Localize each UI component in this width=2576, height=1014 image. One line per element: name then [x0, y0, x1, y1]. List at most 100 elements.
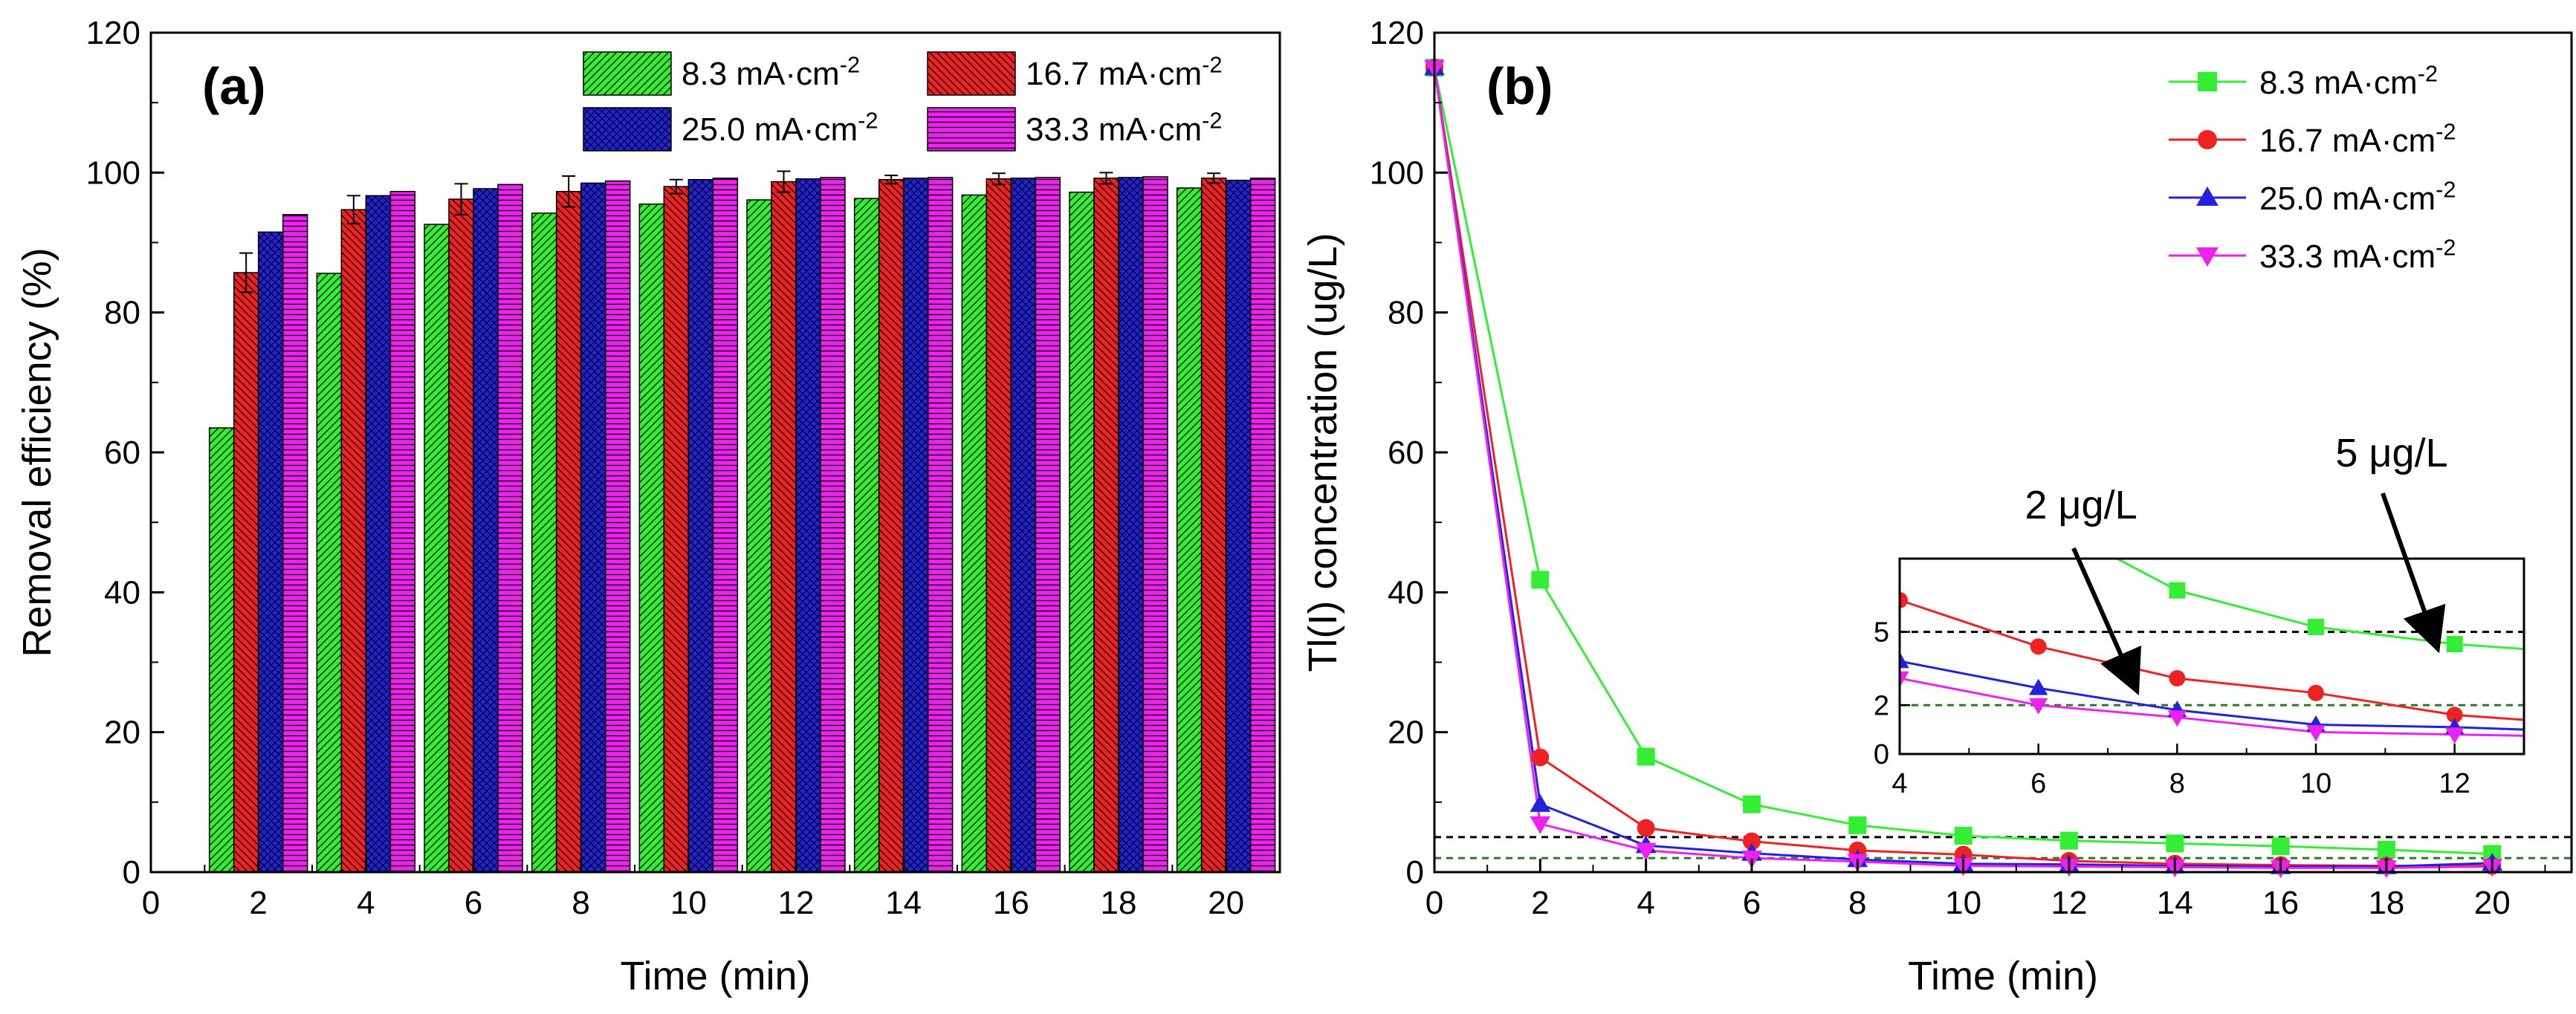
circle-marker: [2030, 638, 2047, 655]
triangle-down-marker: [2196, 247, 2219, 267]
x-axis-ticks: 0 2 4 6 8 10 12 14 16 18 20: [1425, 859, 2546, 921]
triangle-up-marker: [1900, 651, 1909, 669]
y-axis-label: Tl(I) concentration (ug/L): [1301, 233, 1345, 672]
square-marker: [1637, 747, 1655, 766]
bar-hatch: [878, 179, 904, 873]
legend-text: 33.3 mA·cm: [1026, 111, 1202, 148]
y-tick-label: 20: [1388, 715, 1424, 751]
x-axis-ticks: 0 2 4 6 8 10 12 14 16 18 20: [142, 859, 1244, 921]
bar-hatch: [389, 191, 416, 873]
x-tick-label: 20: [1208, 885, 1244, 921]
annotation-5ugL: 5 μg/L: [2335, 431, 2447, 475]
x-tick-label: 20: [2474, 885, 2511, 921]
triangle-up-marker: [2029, 678, 2048, 695]
bar-hatch: [986, 178, 1012, 873]
bar-hatch: [497, 183, 523, 873]
square-marker: [1848, 816, 1867, 834]
x-tick-label: 16: [993, 885, 1029, 921]
legend-superscript: -2: [2436, 118, 2456, 144]
x-tick-label: 18: [2368, 885, 2404, 921]
annotation-arrow: [2071, 547, 2141, 695]
triangle-down-marker: [2445, 727, 2465, 744]
circle-marker: [1742, 832, 1761, 851]
bar-hatch: [1225, 179, 1252, 873]
panel-a: 0 2 4 6 8 10 12 14 16 18 20 0 20 40 60 80 100 120 Time (…: [15, 15, 1281, 998]
legend-label: 25.0 mA·cm-2: [682, 107, 878, 148]
square-marker: [2059, 831, 2078, 850]
y-axis-label: Removal efficiency (%): [15, 247, 59, 657]
legend-text: 8.3 mA·cm: [2259, 65, 2418, 101]
legend-superscript: -2: [2436, 234, 2456, 260]
x-tick-label: 0: [142, 885, 160, 921]
circle-marker: [2308, 684, 2324, 701]
annotation-arrow: [2381, 493, 2446, 654]
bar-hatch: [282, 214, 308, 873]
bar-hatch: [365, 195, 392, 873]
x-tick-label: 16: [2262, 885, 2299, 921]
square-marker: [2198, 72, 2217, 91]
error-bars: [239, 170, 1221, 293]
y-tick-label: 60: [1388, 435, 1424, 471]
bar-hatch: [1200, 178, 1227, 873]
legend-text: 25.0 mA·cm: [2259, 181, 2436, 217]
bar-hatch: [473, 188, 499, 873]
x-tick-label: 6: [465, 885, 482, 921]
x-tick-label: 14: [2157, 885, 2193, 921]
bar-hatch: [1093, 178, 1119, 873]
inset-plot: 4 6 8 10 12 0 2 5: [1874, 557, 2525, 799]
circle-marker: [1637, 819, 1655, 837]
legend-superscript: -2: [858, 107, 878, 133]
legend-text: 33.3 mA·cm: [2259, 238, 2436, 275]
bar-hatch: [853, 198, 880, 873]
bar-hatch: [927, 177, 954, 873]
y-tick-label: 20: [104, 715, 140, 751]
square-marker: [2271, 837, 2290, 856]
inset-data: [1900, 559, 2524, 744]
legend-label: 8.3 mA·cm-2: [682, 51, 860, 92]
triangle-down-marker: [2306, 725, 2326, 742]
legend-superscript: -2: [1202, 51, 1222, 77]
square-marker: [1742, 795, 1761, 813]
bar-hatch: [604, 180, 631, 873]
x-tick-label: 12: [778, 885, 815, 921]
x-tick-label: 8: [1848, 885, 1866, 921]
legend-superscript: -2: [2436, 176, 2456, 202]
inset-x-tick-label: 12: [2439, 768, 2470, 799]
y-tick-label: 100: [86, 155, 140, 191]
bar-hatch: [208, 427, 235, 873]
square-marker: [2446, 636, 2463, 653]
circle-marker: [2198, 130, 2217, 149]
triangle-up-marker: [2196, 186, 2219, 207]
panel-label: (b): [1486, 57, 1553, 115]
legend-label: 33.3 mA·cm-2: [1026, 107, 1223, 148]
square-marker: [2169, 582, 2186, 599]
y-tick-label: 80: [1388, 295, 1424, 331]
y-tick-label: 120: [1370, 15, 1424, 51]
bar-hatch: [820, 177, 846, 873]
legend-superscript: -2: [840, 51, 860, 77]
triangle-up-marker: [1530, 793, 1551, 812]
x-tick-label: 14: [885, 885, 922, 921]
bar-hatch: [1010, 178, 1037, 873]
bar-hatch: [316, 273, 343, 873]
x-tick-label: 4: [1637, 885, 1654, 921]
triangle-down-marker: [1530, 816, 1551, 834]
annotations: 5 μg/L 2 μg/L: [2025, 431, 2448, 695]
bar-hatch: [638, 203, 665, 873]
x-axis-label: Time (min): [621, 954, 811, 998]
bar-hatch: [424, 224, 450, 873]
triangle-down-marker: [2167, 710, 2187, 727]
panel-label: (a): [202, 57, 266, 115]
bar-hatch: [531, 212, 557, 873]
bar-hatch: [1035, 177, 1061, 873]
legend-swatch-hatch: [583, 107, 672, 152]
inset-x-tick-label: 8: [2169, 768, 2185, 799]
y-tick-label: 120: [86, 15, 140, 51]
bar-hatch: [712, 178, 739, 873]
bar-hatch: [902, 178, 929, 873]
bar-hatch: [257, 231, 284, 873]
bar-hatch: [1249, 178, 1276, 873]
inset-y-tick-label: 0: [1874, 739, 1889, 770]
